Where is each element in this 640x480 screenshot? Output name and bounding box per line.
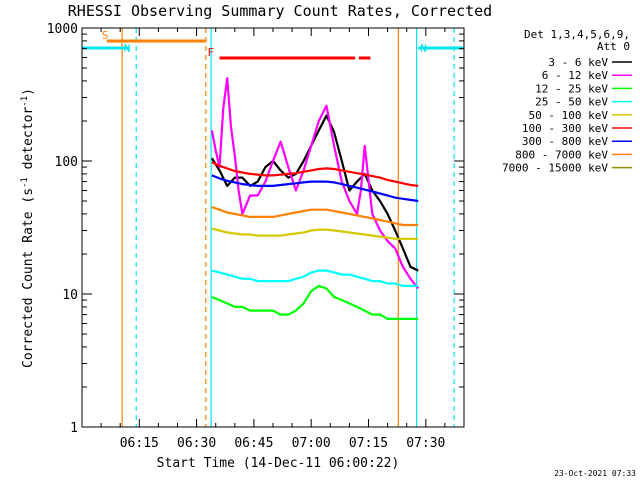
chart-title: RHESSI Observing Summary Count Rates, Co… (68, 2, 492, 20)
legend-label-4: 50 - 100 keV (529, 109, 609, 122)
series-line-6 (211, 174, 419, 203)
marker-lines (121, 28, 455, 427)
y-tick-label-0: 1 (70, 421, 78, 436)
legend-label-2: 12 - 25 keV (535, 82, 608, 95)
flag-label-f: F (208, 46, 215, 59)
series-line-4 (211, 227, 419, 240)
series-line-7 (211, 206, 419, 227)
y-tick-label-1: 10 (62, 288, 78, 303)
series-line-0 (210, 114, 419, 272)
plot-timestamp: 23-Oct-2021 07:33 (554, 469, 636, 478)
flag-label-n: N (124, 42, 131, 55)
y-axis-label-part3: ) (21, 88, 36, 96)
plot-frame (81, 27, 465, 428)
legend-header-detectors: Det 1,3,4,5,6,9, (524, 28, 630, 41)
legend-label-8: 7000 - 15000 keV (502, 162, 608, 175)
legend-label-0: 3 - 6 keV (548, 56, 608, 69)
legend-label-7: 800 - 7000 keV (515, 148, 608, 161)
plot-area: S N N F 06:15 06:30 06:45 07:00 07:15 07:30 1 10 10… (47, 22, 465, 451)
y-axis-label-part2: detector (21, 107, 36, 178)
x-tick-label-3: 07:00 (292, 436, 331, 451)
x-tick-label-4: 07:15 (349, 436, 388, 451)
x-tick-label-2: 06:45 (234, 436, 273, 451)
x-axis-label: Start Time (14-Dec-11 06:00:22) (157, 456, 400, 471)
series-line-5 (211, 161, 419, 187)
flag-label-n: N (420, 42, 427, 55)
axis-ticks: 06:15 06:30 06:45 07:00 07:15 07:30 1 10 100 1000 (47, 22, 464, 451)
legend-header-attenuator: Att 0 (597, 40, 630, 53)
y-axis-label-sup2: -1 (20, 96, 30, 107)
legend-label-1: 6 - 12 keV (542, 69, 609, 82)
y-axis-label-sup1: -1 (20, 177, 30, 188)
x-tick-label-5: 07:30 (406, 436, 445, 451)
y-tick-label-3: 1000 (47, 22, 78, 37)
y-tick-label-2: 100 (55, 155, 78, 170)
series-line-2 (211, 284, 419, 320)
legend-label-6: 300 - 800 keV (522, 135, 608, 148)
y-axis-label-part1: Corrected Count Rate (s (21, 188, 36, 368)
series-line-1 (210, 76, 420, 290)
x-tick-label-0: 06:15 (120, 436, 159, 451)
legend-label-5: 100 - 300 keV (522, 122, 608, 135)
y-axis-label: Corrected Count Rate (s-1 detector-1) (20, 88, 36, 368)
legend-label-3: 25 - 50 keV (535, 96, 608, 109)
x-tick-label-1: 06:30 (177, 436, 216, 451)
series-line-3 (211, 269, 419, 287)
observing-flags: S N N F (82, 29, 464, 60)
series-lines (210, 76, 420, 320)
flag-label-s: S (102, 29, 109, 42)
